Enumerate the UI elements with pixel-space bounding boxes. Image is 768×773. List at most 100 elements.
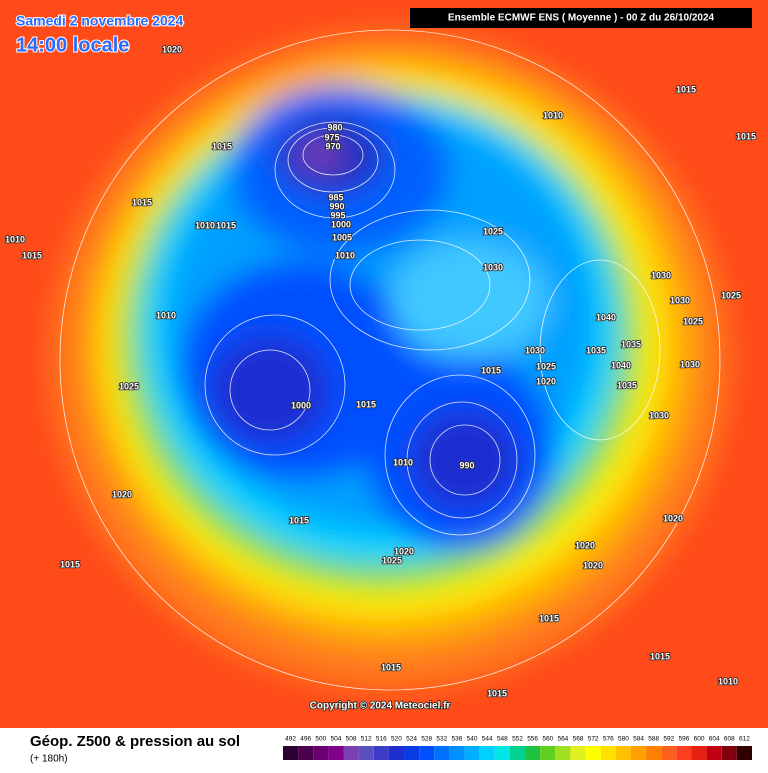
scale-cell (494, 746, 510, 760)
pressure-label: 1020 (663, 513, 683, 523)
pressure-label: 1015 (539, 613, 559, 623)
pressure-label: 1015 (676, 84, 696, 94)
pressure-label: 1030 (525, 345, 545, 355)
pressure-label: 1040 (611, 360, 631, 370)
pressure-label: 1030 (651, 270, 671, 280)
pressure-label: 1015 (289, 515, 309, 525)
pressure-label: 990 (459, 460, 474, 470)
scale-cell (691, 746, 707, 760)
pressure-label: 1020 (112, 489, 132, 499)
pressure-label: 1035 (586, 345, 606, 355)
scale-label: 604 (709, 736, 720, 743)
scale-cell (464, 746, 480, 760)
scale-label: 500 (315, 736, 326, 743)
scale-label: 520 (391, 736, 402, 743)
scale-label: 556 (527, 736, 538, 743)
scale-cell (706, 746, 722, 760)
pressure-label: 1025 (119, 381, 139, 391)
pressure-label: 1015 (487, 688, 507, 698)
scale-label: 532 (436, 736, 447, 743)
scale-label: 508 (346, 736, 357, 743)
scale-cell (313, 746, 329, 760)
scale-cell (600, 746, 616, 760)
pressure-label: 1030 (649, 410, 669, 420)
copyright: Copyright © 2024 Meteociel.fr (310, 701, 451, 712)
date: Samedi 2 novembre 2024 (16, 13, 184, 29)
scale-cell (630, 746, 647, 760)
run-info: Ensemble ECMWF ENS ( Moyenne ) - 00 Z du… (448, 13, 715, 24)
geopotential-field (50, 30, 730, 690)
pressure-label: 1005 (332, 232, 352, 242)
scale-label: 592 (663, 736, 674, 743)
pressure-label: 985 (328, 192, 343, 202)
scale-cell (525, 746, 541, 760)
scale-label: 576 (603, 736, 614, 743)
pressure-label: 980 (327, 122, 342, 132)
scale-cell (358, 746, 374, 760)
pressure-label: 1035 (621, 339, 641, 349)
scale-label: 596 (678, 736, 689, 743)
scale-label: 536 (452, 736, 463, 743)
scale-label: 584 (633, 736, 644, 743)
pressure-label: 1015 (212, 141, 232, 151)
scale-cell (555, 746, 571, 760)
scale-cell (328, 746, 344, 760)
scale-cell (540, 746, 556, 760)
scale-cell (721, 746, 737, 760)
scale-label: 548 (497, 736, 508, 743)
pressure-label: 1040 (596, 312, 616, 322)
pressure-label: 1015 (481, 365, 501, 375)
pressure-label: 1030 (680, 359, 700, 369)
scale-label: 564 (557, 736, 568, 743)
pressure-label: 1015 (381, 662, 401, 672)
scale-cell (298, 746, 314, 760)
scale-cell (646, 746, 662, 760)
scale-label: 552 (512, 736, 523, 743)
scale-cell (283, 746, 299, 760)
scale-cell (570, 746, 586, 760)
pressure-label: 1030 (483, 262, 503, 272)
pressure-label: 1025 (483, 226, 503, 236)
pressure-label: 1020 (162, 44, 182, 54)
pressure-label: 1000 (291, 400, 311, 410)
scale-label: 600 (694, 736, 705, 743)
time: 14:00 locale (16, 34, 129, 56)
pressure-label: 1010 (156, 310, 176, 320)
scale-label: 524 (406, 736, 417, 743)
scale-cell (585, 746, 601, 760)
scale-label: 612 (739, 736, 750, 743)
pressure-label: 1015 (650, 651, 670, 661)
pressure-label: 1030 (670, 295, 690, 305)
pressure-label: 1020 (394, 546, 414, 556)
scale-cell (736, 746, 752, 760)
scale-cell (449, 746, 465, 760)
pressure-label: 1020 (583, 560, 603, 570)
scale-label: 588 (648, 736, 659, 743)
pressure-label: 1010 (718, 676, 738, 686)
pressure-label: 1010 (393, 457, 413, 467)
pressure-label: 1035 (617, 380, 637, 390)
isobars (59, 29, 721, 691)
pressure-label: 1000 (331, 219, 351, 229)
pressure-label: 975 (324, 132, 339, 142)
pressure-label: 1015 (132, 197, 152, 207)
pressure-label: 1015 (216, 220, 236, 230)
scale-cell (343, 746, 359, 760)
pressure-label: 1025 (683, 316, 703, 326)
pressure-label: 1010 (335, 250, 355, 260)
pressure-label: 1025 (536, 361, 556, 371)
scale-cell (479, 746, 495, 760)
scale-cell (434, 746, 450, 760)
scale-cell (404, 746, 420, 760)
scale-label: 560 (542, 736, 553, 743)
scale-label: 516 (376, 736, 387, 743)
scale-cell (373, 746, 389, 760)
pressure-label: 1020 (575, 540, 595, 550)
pressure-label: 1020 (536, 376, 556, 386)
scale-label: 572 (588, 736, 599, 743)
pressure-label: 995 (330, 210, 345, 220)
footer-lead: (+ 180h) (30, 754, 68, 765)
scale-cell (615, 746, 631, 760)
